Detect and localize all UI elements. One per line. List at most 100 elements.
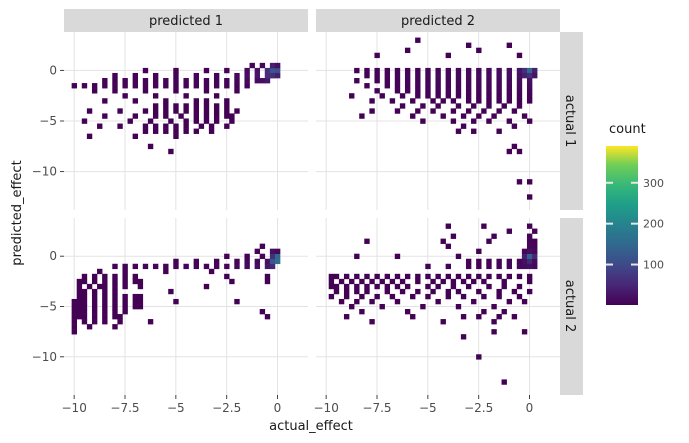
heatmap-bin <box>274 258 281 265</box>
heatmap-bin <box>511 288 518 295</box>
heatmap-bin <box>455 273 462 280</box>
heatmap-bin <box>420 103 426 109</box>
heatmap-bin <box>496 83 502 89</box>
heatmap-bin <box>404 47 411 54</box>
heatmap-bin <box>86 133 93 139</box>
heatmap-bin <box>496 108 502 114</box>
heatmap-bin <box>122 268 128 275</box>
heatmap-bin <box>76 288 83 295</box>
heatmap-bin <box>532 228 538 234</box>
heatmap-bin <box>203 283 210 290</box>
heatmap-bin <box>132 278 139 285</box>
heatmap-bin <box>234 72 240 79</box>
heatmap-bin <box>71 309 78 315</box>
heatmap-bin <box>147 143 154 150</box>
heatmap-bin <box>532 258 538 265</box>
heatmap-bin <box>526 93 533 99</box>
heatmap-bin <box>476 47 482 54</box>
heatmap-bin <box>97 283 103 290</box>
heatmap-bin <box>384 83 391 89</box>
heatmap-bin <box>496 72 502 79</box>
heatmap-bin <box>471 128 477 134</box>
heatmap-bin <box>244 72 250 79</box>
heatmap-bin <box>274 248 281 254</box>
heatmap-bin <box>173 78 179 84</box>
heatmap-bin <box>486 283 492 290</box>
heatmap-bin <box>465 98 472 104</box>
heatmap-bin <box>415 278 421 285</box>
heatmap-bin <box>102 83 108 89</box>
color-legend: count 100 200 300 <box>606 122 664 305</box>
heatmap-bin <box>465 42 472 48</box>
heatmap-bin <box>193 98 200 104</box>
heatmap-bin <box>516 83 523 89</box>
heatmap-bin <box>173 72 179 79</box>
heatmap-bin <box>481 309 487 315</box>
heatmap-bin <box>343 314 350 320</box>
heatmap-bin <box>516 258 523 265</box>
heatmap-bin <box>445 288 452 295</box>
y-tick-label: 0 <box>49 63 57 77</box>
heatmap-bin <box>354 273 360 280</box>
heatmap-bin <box>526 83 533 89</box>
heatmap-bin <box>399 103 406 109</box>
heatmap-bin <box>193 258 200 265</box>
heatmap-bin <box>455 303 462 310</box>
heatmap-bin <box>364 67 370 74</box>
heatmap-bin <box>264 67 271 74</box>
heatmap-bin <box>526 238 533 244</box>
heatmap-bin <box>506 263 513 270</box>
heatmap-bin <box>163 83 169 89</box>
heatmap-bin <box>481 293 487 300</box>
heatmap-bin <box>122 293 128 300</box>
heatmap-bin <box>435 103 441 109</box>
heatmap-bin <box>264 258 271 265</box>
strip-label-predicted-1: predicted 1 <box>149 14 223 29</box>
heatmap-bin <box>142 83 149 89</box>
heatmap-bin <box>213 258 220 265</box>
heatmap-bin <box>445 273 452 280</box>
heatmap-bin <box>506 67 513 74</box>
heatmap-bin <box>81 288 88 295</box>
heatmap-bin <box>198 123 205 129</box>
heatmap-bin <box>481 108 487 114</box>
y-axis-ticks: 0 −5 −10 0 −5 −10 <box>32 63 64 364</box>
heatmap-bin <box>97 123 103 129</box>
heatmap-bin <box>203 108 210 114</box>
heatmap-bin <box>132 113 139 119</box>
heatmap-bin <box>410 293 416 300</box>
heatmap-bin <box>359 113 365 119</box>
heatmap-bin <box>506 78 513 84</box>
heatmap-bin <box>137 298 144 305</box>
heatmap-bin <box>374 67 380 74</box>
heatmap-bin <box>389 293 396 300</box>
heatmap-bin <box>81 319 88 325</box>
heatmap-bin <box>476 93 482 99</box>
heatmap-bin <box>435 83 441 89</box>
heatmap-bin <box>213 263 220 270</box>
heatmap-bin <box>193 108 200 114</box>
heatmap-bin <box>132 78 139 84</box>
heatmap-bin <box>516 98 523 104</box>
heatmap-bin <box>506 118 513 124</box>
heatmap-bin <box>178 113 184 119</box>
heatmap-bin <box>71 319 78 325</box>
heatmap-bin <box>369 108 375 114</box>
heatmap-bin <box>274 67 281 74</box>
heatmap-bin <box>333 288 340 295</box>
heatmap-bin <box>516 148 523 155</box>
heatmap-bin <box>445 78 452 84</box>
heatmap-bin <box>435 67 441 74</box>
heatmap-bin <box>486 78 492 84</box>
heatmap-bin <box>455 253 462 260</box>
heatmap-bin <box>532 253 538 260</box>
heatmap-bin <box>394 72 401 79</box>
heatmap-bin <box>354 298 360 305</box>
heatmap-bin <box>81 118 88 124</box>
heatmap-bin <box>112 78 118 84</box>
heatmap-bin <box>112 273 118 280</box>
x-tick-label: 0 <box>526 401 534 415</box>
heatmap-bin <box>425 72 431 79</box>
heatmap-bin <box>76 309 83 315</box>
heatmap-bin <box>526 67 533 74</box>
